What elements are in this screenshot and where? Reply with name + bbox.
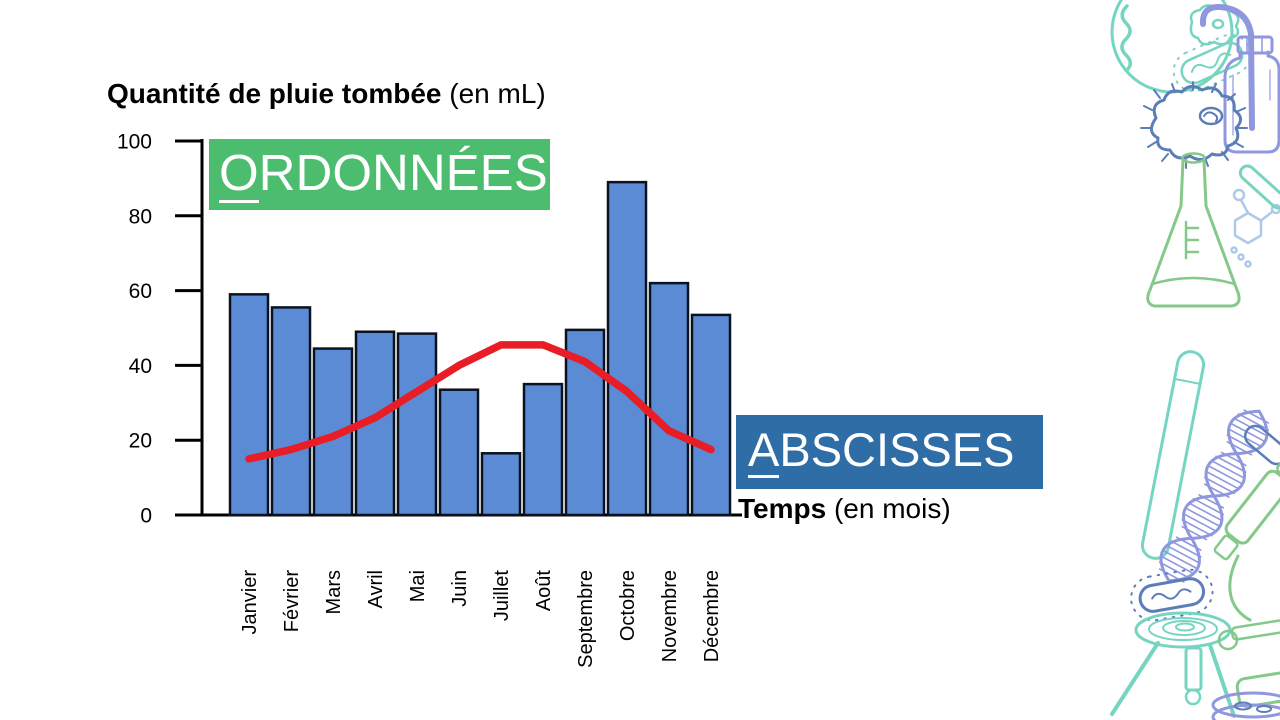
bar	[312, 347, 354, 517]
x-axis-label-main: Temps	[738, 493, 827, 524]
test-tube-icon	[1140, 350, 1206, 560]
chart-title: Quantité de pluie tombée (en mL)	[107, 78, 546, 110]
trend-line	[245, 341, 715, 463]
month-label: Novembre	[659, 570, 681, 662]
bar	[648, 281, 690, 517]
y-tick-label: 0	[140, 505, 152, 528]
bar	[606, 180, 648, 517]
month-label: Juin	[449, 570, 471, 607]
bacterium-capsule-icon	[1172, 33, 1252, 93]
y-tick-label: 40	[129, 355, 152, 378]
bar	[564, 328, 606, 517]
abscisses-first-letter: A	[748, 423, 780, 478]
petri-dish-icon	[1110, 0, 1252, 94]
bacterium-icon	[1130, 568, 1214, 622]
abscisses-rest: BSCISSES	[779, 423, 1015, 476]
y-tick-label: 100	[117, 131, 152, 154]
chart-title-main: Quantité de pluie tombée	[107, 78, 442, 109]
petri-dish-stack-icon	[1211, 691, 1280, 720]
bar	[438, 388, 480, 517]
bar	[270, 306, 312, 517]
pipette-icon	[1238, 164, 1280, 210]
month-label: Février	[281, 570, 303, 633]
amoeba-small-icon	[1189, 4, 1240, 46]
month-label: Septembre	[575, 570, 597, 668]
bar	[354, 330, 396, 517]
microscope-icon	[1213, 458, 1280, 708]
microbe-squiggle-icon	[1120, 4, 1132, 72]
month-label: Décembre	[701, 570, 723, 662]
molecule-icon	[1230, 188, 1280, 268]
lab-stool-icon	[1110, 611, 1236, 718]
dna-helix-icon	[1158, 409, 1270, 583]
chart-title-unit: (en mL)	[441, 78, 546, 109]
month-label: Janvier	[239, 570, 261, 635]
ordonnees-first-letter: O	[219, 143, 259, 203]
ordonnees-rest: RDONNÉES	[258, 143, 548, 201]
bar	[396, 332, 438, 517]
month-label: Juillet	[491, 570, 513, 622]
x-axis-label-unit: (en mois)	[826, 493, 951, 524]
month-label: Octobre	[617, 570, 639, 641]
month-label: Avril	[365, 570, 387, 609]
wash-bottle-icon	[1199, 3, 1280, 154]
bar	[690, 313, 732, 517]
amoeba-icon	[1140, 81, 1248, 169]
x-axis-label: Temps (en mois)	[738, 493, 951, 525]
y-tick-label: 60	[129, 280, 152, 303]
bar	[228, 293, 270, 517]
month-label: Mars	[323, 570, 345, 614]
y-tick-label: 20	[129, 430, 152, 453]
month-label: Mai	[407, 570, 429, 602]
bar	[522, 382, 564, 517]
month-label: Août	[533, 570, 555, 612]
capsule-small-icon	[1244, 424, 1280, 466]
abscisses-callout: ABSCISSES	[736, 415, 1043, 489]
ordonnees-callout: ORDONNÉES	[209, 139, 550, 210]
erlenmeyer-flask-icon	[1146, 152, 1241, 308]
y-tick-label: 80	[129, 205, 152, 228]
bar	[480, 452, 522, 517]
